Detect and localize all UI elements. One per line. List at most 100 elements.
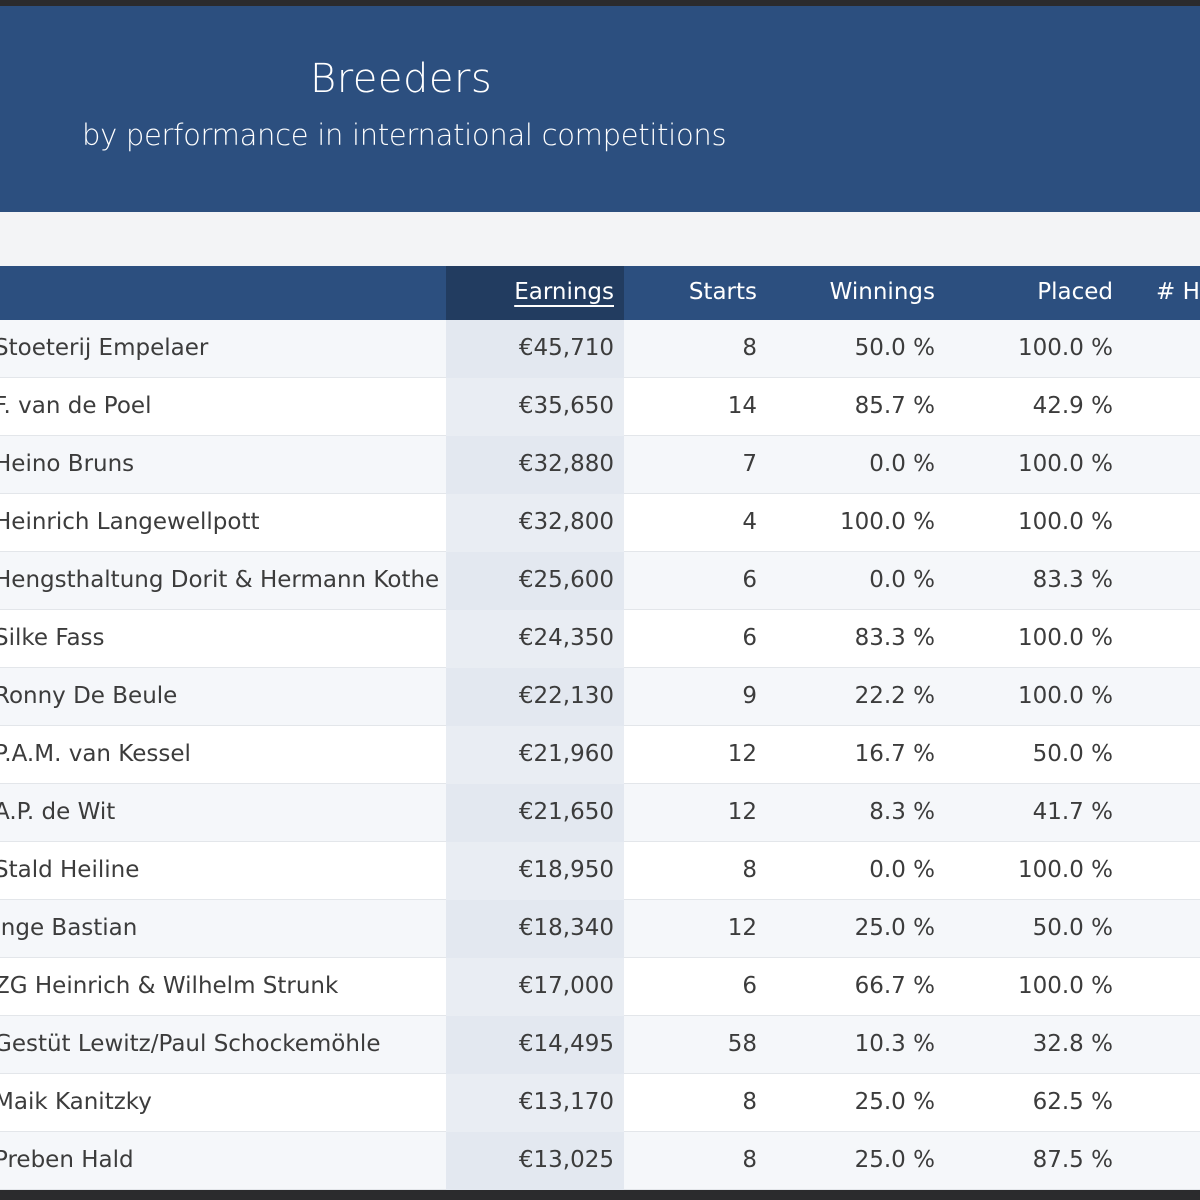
- earnings-cell: €25,600: [446, 552, 624, 610]
- placed-cell: 100.0 %: [1017, 973, 1113, 999]
- breeder-name-cell[interactable]: Hengsthaltung Dorit & Hermann Kothe: [0, 567, 440, 593]
- placed-cell: 83.3 %: [1032, 567, 1113, 593]
- winnings-cell: 10.3 %: [854, 1031, 935, 1057]
- table-row[interactable]: Silke Fass €24,350 6 83.3 % 100.0 %: [0, 610, 1200, 668]
- winnings-cell: 50.0 %: [854, 335, 935, 361]
- winnings-cell: 66.7 %: [854, 973, 935, 999]
- table-row[interactable]: Inge Bastian €18,340 12 25.0 % 50.0 %: [0, 900, 1200, 958]
- breeder-name-cell[interactable]: Ronny De Beule: [0, 683, 178, 709]
- placed-cell: 50.0 %: [1032, 741, 1113, 767]
- starts-cell: 6: [742, 973, 757, 999]
- earnings-cell: €14,495: [446, 1016, 624, 1074]
- earnings-cell: €18,340: [446, 900, 624, 958]
- column-header-horses[interactable]: # H: [1156, 279, 1200, 305]
- page-title: Breeders: [310, 56, 493, 102]
- table-row[interactable]: Maik Kanitzky €13,170 8 25.0 % 62.5 %: [0, 1074, 1200, 1132]
- table-row[interactable]: F. van de Poel €35,650 14 85.7 % 42.9 %: [0, 378, 1200, 436]
- winnings-cell: 0.0 %: [869, 451, 935, 477]
- winnings-cell: 0.0 %: [869, 857, 935, 883]
- winnings-cell: 16.7 %: [854, 741, 935, 767]
- winnings-cell: 83.3 %: [854, 625, 935, 651]
- starts-cell: 8: [742, 335, 757, 361]
- table-row[interactable]: Stald Heiline €18,950 8 0.0 % 100.0 %: [0, 842, 1200, 900]
- winnings-cell: 25.0 %: [854, 1089, 935, 1115]
- breeder-name-cell[interactable]: Stald Heiline: [0, 857, 140, 883]
- placed-cell: 41.7 %: [1032, 799, 1113, 825]
- breeder-name-cell[interactable]: Preben Hald: [0, 1147, 134, 1173]
- table-row[interactable]: Stoeterij Empelaer €45,710 8 50.0 % 100.0 %: [0, 320, 1200, 378]
- breeder-name-cell[interactable]: Maik Kanitzky: [0, 1089, 152, 1115]
- earnings-cell: €35,650: [446, 378, 624, 436]
- breeder-name-cell[interactable]: F. van de Poel: [0, 393, 152, 419]
- earnings-cell: €32,800: [446, 494, 624, 552]
- winnings-cell: 0.0 %: [869, 567, 935, 593]
- placed-cell: 87.5 %: [1032, 1147, 1113, 1173]
- table-row[interactable]: Hengsthaltung Dorit & Hermann Kothe €25,6…: [0, 552, 1200, 610]
- placed-cell: 100.0 %: [1017, 451, 1113, 477]
- earnings-cell: €13,170: [446, 1074, 624, 1132]
- placed-cell: 100.0 %: [1017, 857, 1113, 883]
- placed-cell: 62.5 %: [1032, 1089, 1113, 1115]
- breeder-name-cell[interactable]: Gestüt Lewitz/Paul Schockemöhle: [0, 1031, 381, 1057]
- starts-cell: 8: [742, 857, 757, 883]
- earnings-cell: €45,710: [446, 320, 624, 378]
- placed-cell: 50.0 %: [1032, 915, 1113, 941]
- breeder-name-cell[interactable]: Stoeterij Empelaer: [0, 335, 209, 361]
- table-row[interactable]: P.A.M. van Kessel €21,960 12 16.7 % 50.0 %: [0, 726, 1200, 784]
- earnings-cell: €21,650: [446, 784, 624, 842]
- page-subtitle: by performance in international competit…: [82, 118, 727, 152]
- placed-cell: 100.0 %: [1017, 625, 1113, 651]
- table-row[interactable]: ZG Heinrich & Wilhelm Strunk €17,000 6 66.7…: [0, 958, 1200, 1016]
- starts-cell: 8: [742, 1147, 757, 1173]
- breeders-table-body: Stoeterij Empelaer €45,710 8 50.0 % 100.0 % F…: [0, 320, 1200, 1190]
- breeder-name-cell[interactable]: P.A.M. van Kessel: [0, 741, 191, 767]
- table-row[interactable]: Gestüt Lewitz/Paul Schockemöhle €14,495 58…: [0, 1016, 1200, 1074]
- placed-cell: 42.9 %: [1032, 393, 1113, 419]
- earnings-cell: €13,025: [446, 1132, 624, 1190]
- starts-cell: 58: [727, 1031, 757, 1057]
- winnings-cell: 25.0 %: [854, 915, 935, 941]
- placed-cell: 100.0 %: [1017, 683, 1113, 709]
- winnings-cell: 22.2 %: [854, 683, 935, 709]
- starts-cell: 12: [727, 741, 757, 767]
- table-row[interactable]: Heinrich Langewellpott €32,800 4 100.0 % 100…: [0, 494, 1200, 552]
- placed-cell: 32.8 %: [1032, 1031, 1113, 1057]
- winnings-cell: 8.3 %: [869, 799, 935, 825]
- table-header: Earnings Starts Winnings Placed # H: [0, 266, 1200, 320]
- earnings-cell: €21,960: [446, 726, 624, 784]
- breeder-name-cell[interactable]: A.P. de Wit: [0, 799, 116, 825]
- winnings-cell: 85.7 %: [854, 393, 935, 419]
- table-row[interactable]: Ronny De Beule €22,130 9 22.2 % 100.0 %: [0, 668, 1200, 726]
- earnings-cell: €17,000: [446, 958, 624, 1016]
- starts-cell: 9: [742, 683, 757, 709]
- breeder-name-cell[interactable]: ZG Heinrich & Wilhelm Strunk: [0, 973, 339, 999]
- starts-cell: 12: [727, 915, 757, 941]
- earnings-cell: €32,880: [446, 436, 624, 494]
- placed-cell: 100.0 %: [1017, 509, 1113, 535]
- bottom-edge: [0, 1190, 1200, 1200]
- earnings-cell: €24,350: [446, 610, 624, 668]
- breeder-name-cell[interactable]: Silke Fass: [0, 625, 105, 651]
- table-row[interactable]: Preben Hald €13,025 8 25.0 % 87.5 %: [0, 1132, 1200, 1190]
- breeder-name-cell[interactable]: Inge Bastian: [0, 915, 138, 941]
- starts-cell: 8: [742, 1089, 757, 1115]
- earnings-cell: €22,130: [446, 668, 624, 726]
- toolbar-strip: [0, 212, 1200, 266]
- starts-cell: 6: [742, 567, 757, 593]
- placed-cell: 100.0 %: [1017, 335, 1113, 361]
- table-row[interactable]: Heino Bruns €32,880 7 0.0 % 100.0 %: [0, 436, 1200, 494]
- starts-cell: 6: [742, 625, 757, 651]
- column-header-winnings[interactable]: Winnings: [829, 279, 935, 305]
- page-header: Breeders by performance in international…: [0, 6, 1200, 212]
- winnings-cell: 100.0 %: [839, 509, 935, 535]
- breeder-name-cell[interactable]: Heino Bruns: [0, 451, 135, 477]
- column-header-earnings[interactable]: Earnings: [446, 266, 624, 320]
- breeder-name-cell[interactable]: Heinrich Langewellpott: [0, 509, 260, 535]
- starts-cell: 12: [727, 799, 757, 825]
- column-header-starts[interactable]: Starts: [688, 279, 757, 305]
- starts-cell: 14: [727, 393, 757, 419]
- winnings-cell: 25.0 %: [854, 1147, 935, 1173]
- earnings-cell: €18,950: [446, 842, 624, 900]
- table-row[interactable]: A.P. de Wit €21,650 12 8.3 % 41.7 %: [0, 784, 1200, 842]
- column-header-placed[interactable]: Placed: [1037, 279, 1113, 305]
